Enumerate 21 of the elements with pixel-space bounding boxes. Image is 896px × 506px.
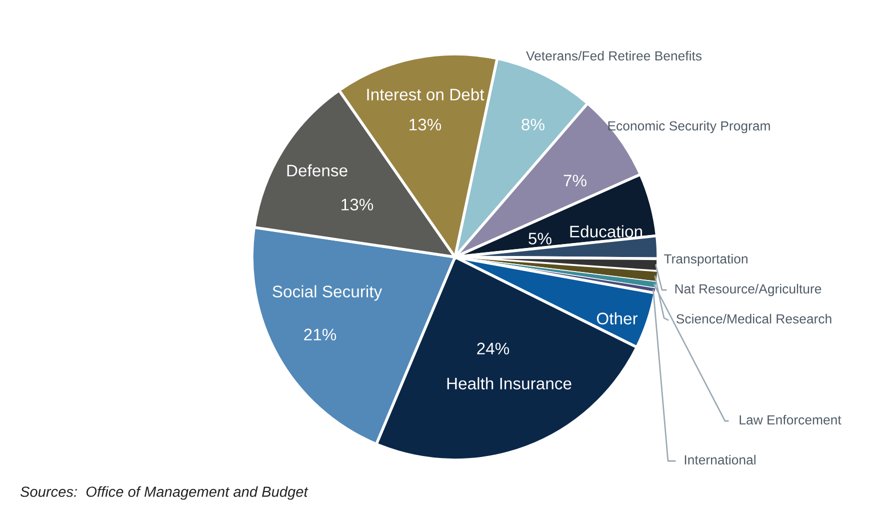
slice-label: Education: [570, 225, 642, 238]
slice-label: Nat Resource/Agriculture: [675, 284, 822, 296]
slice-label: Transportation: [664, 254, 748, 266]
slice-label: Law Enforcement: [740, 414, 842, 425]
data-label: 21%: [304, 328, 336, 340]
source-note: Sources: Office of Management and Budget: [20, 486, 308, 500]
data-label: 13%: [410, 118, 442, 130]
slice-label: Other: [596, 312, 638, 324]
data-label: 5%: [528, 232, 552, 244]
slice-label: Veterans/Fed Retiree Benefits: [526, 50, 702, 61]
data-label: 24%: [477, 342, 510, 354]
slice-label: Social Security: [272, 285, 382, 301]
slice-label: Interest on Debt: [367, 88, 484, 100]
slice-label: Health Insurance: [447, 377, 572, 390]
data-label: 8%: [522, 118, 544, 130]
slice-label: Science/Medical Research: [676, 314, 832, 324]
slice-label: International: [684, 454, 756, 465]
slice-label: Defense: [287, 164, 348, 176]
slice-label: Economic Security Program: [608, 120, 770, 134]
data-label: 7%: [564, 174, 586, 186]
data-label: 13%: [342, 198, 374, 210]
